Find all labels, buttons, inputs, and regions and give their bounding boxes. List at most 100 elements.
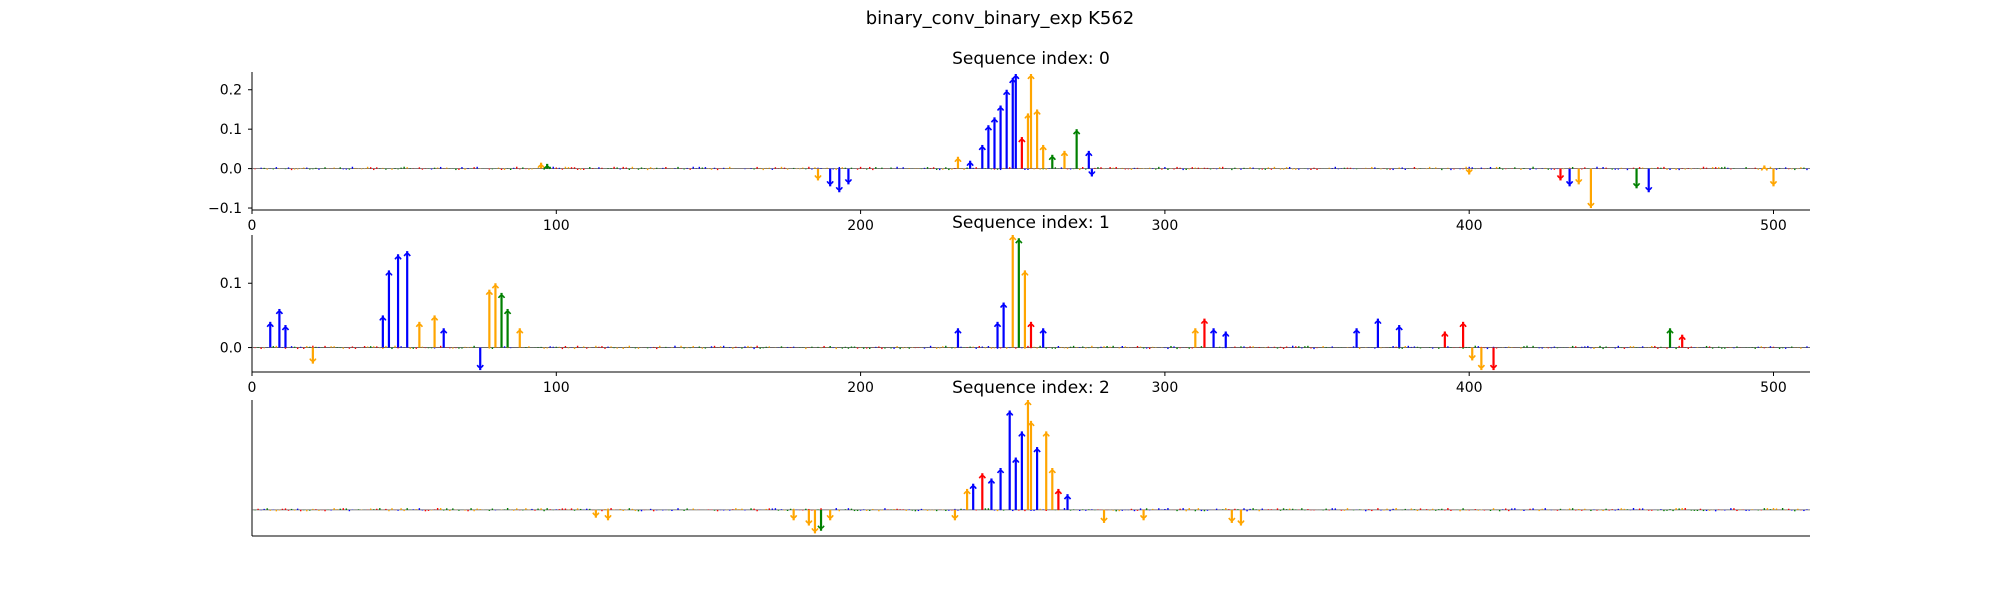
- logo-mark-cap: [978, 146, 986, 151]
- logo-mark-cap: [403, 252, 411, 257]
- logo-mark-cap: [497, 294, 506, 299]
- logo-mark-cap: [1018, 433, 1026, 437]
- logo-mark-cap: [266, 323, 274, 328]
- logo-mark-cap: [817, 525, 825, 530]
- logo-mark-cap: [1088, 171, 1096, 175]
- logo-mark-cap: [1191, 329, 1200, 334]
- logo-mark-cap: [1021, 272, 1029, 276]
- logo-mark-cap: [275, 310, 284, 315]
- logo-mark-cap: [990, 119, 999, 123]
- logo-mark-cap: [1352, 329, 1361, 334]
- logo-mark-cap: [1039, 146, 1047, 151]
- y-tick-label: −0.1: [208, 201, 242, 217]
- logo-mark-cap: [999, 304, 1008, 308]
- logo-mark-cap: [1209, 329, 1218, 334]
- logo-mark-cap: [996, 107, 1005, 111]
- logo-mark-cap: [1556, 174, 1565, 179]
- x-tick-label: 0: [248, 380, 257, 396]
- subplot-title: Sequence index: 2: [952, 378, 1110, 398]
- logo-mark-cap: [1100, 517, 1108, 522]
- logo-mark-cap: [963, 490, 971, 495]
- logo-mark-cap: [394, 256, 402, 260]
- x-tick-label: 300: [1152, 380, 1179, 396]
- logo-mark-cap: [543, 165, 551, 170]
- logo-mark-cap: [476, 364, 484, 369]
- x-tick-label: 200: [847, 218, 874, 234]
- logo-mark-cap: [516, 329, 524, 334]
- x-tick-label: 100: [543, 218, 570, 234]
- logo-mark-cap: [1465, 169, 1473, 173]
- x-tick-label: 0: [248, 218, 257, 234]
- subplot-1: Sequence index: 1 0.0 0.1 0 100 200 300 400 500: [220, 213, 1810, 396]
- logo-mark-cap: [1477, 364, 1486, 369]
- logo-mark-cap: [1012, 459, 1020, 463]
- logo-mark-cap: [954, 329, 962, 334]
- logo-mark-cap: [1027, 422, 1035, 427]
- logo-mark-cap: [1459, 323, 1467, 328]
- logo-mark-cap: [1228, 517, 1236, 522]
- logo-mark-cap: [1027, 323, 1035, 328]
- logo-mark-cap: [503, 310, 512, 315]
- y-tick-label: 0.0: [220, 341, 242, 357]
- logo-mark-cap: [1395, 326, 1403, 331]
- logo-mark-cap: [1632, 182, 1641, 187]
- logo-mark-cap: [385, 272, 393, 276]
- logo-mark-cap: [1018, 138, 1026, 143]
- logo-mark-cap: [1237, 520, 1245, 524]
- logo-mark-cap: [966, 162, 974, 167]
- logo-mark-cap: [281, 326, 290, 331]
- logo-mark-cap: [537, 164, 545, 169]
- logo-mark-cap: [1048, 156, 1056, 161]
- x-tick-label: 500: [1760, 218, 1787, 234]
- logo-mark-cap: [1139, 514, 1148, 519]
- logo-mark-cap: [835, 186, 843, 191]
- logo-mark-cap: [814, 174, 822, 179]
- logo-mark-cap: [309, 358, 317, 362]
- logo-mark-cap: [954, 158, 962, 163]
- logo-mark-cap: [1063, 495, 1072, 500]
- logo-mark-cap: [1072, 130, 1081, 135]
- logo-mark-cap: [379, 317, 387, 321]
- y-tick-label: 0.1: [220, 276, 242, 292]
- logo-mark-cap: [604, 514, 612, 519]
- subplot-2: Sequence index: 2: [251, 378, 1810, 537]
- logo-mark-cap: [430, 317, 439, 321]
- x-tick-label: 400: [1456, 380, 1483, 396]
- figure-title: binary_conv_binary_exp K562: [865, 8, 1135, 29]
- logo-mark-cap: [1060, 152, 1069, 157]
- x-tick-label: 200: [847, 380, 874, 396]
- logo-mark-cap: [1015, 239, 1023, 244]
- y-tick-label: 0.1: [220, 122, 242, 138]
- logo-mark-cap: [1033, 111, 1041, 115]
- logo-mark-cap: [969, 485, 977, 490]
- logo-mark-cap: [440, 329, 448, 334]
- logo-mark-cap: [1645, 186, 1653, 191]
- logo-mark-cap: [1012, 75, 1020, 80]
- subplot-title: Sequence index: 0: [952, 49, 1110, 69]
- logo-mark-cap: [1085, 152, 1093, 157]
- logo-mark-cap: [1374, 320, 1382, 325]
- logo-mark-cap: [415, 323, 424, 328]
- logo-mark-cap: [1678, 336, 1686, 341]
- logo-mark-cap: [592, 512, 600, 516]
- logo-mark-cap: [826, 514, 834, 519]
- subplot-0: Sequence index: 0 −0.1 0.0 0.1 0.2 0 100 200 300…: [208, 49, 1810, 234]
- logo-mark-cap: [1054, 490, 1063, 495]
- logo-mark-cap: [1441, 333, 1449, 337]
- logo-mark-cap: [996, 469, 1005, 474]
- logo-mark-cap: [951, 514, 959, 519]
- logo-mark-cap: [1002, 91, 1011, 96]
- logo-mark-cap: [1575, 178, 1583, 183]
- logo-mark-cap: [1027, 75, 1035, 80]
- logo-mark-cap: [1565, 180, 1574, 185]
- logo-mark-cap: [993, 323, 1002, 328]
- logo-mark-cap: [805, 520, 813, 524]
- y-tick-label: 0.2: [220, 83, 242, 99]
- subplot-title: Sequence index: 1: [952, 213, 1110, 233]
- logo-mark-cap: [1468, 354, 1476, 359]
- logo-mark-cap: [1048, 469, 1056, 474]
- logo-mark-cap: [844, 178, 853, 183]
- logo-mark-cap: [1042, 433, 1050, 437]
